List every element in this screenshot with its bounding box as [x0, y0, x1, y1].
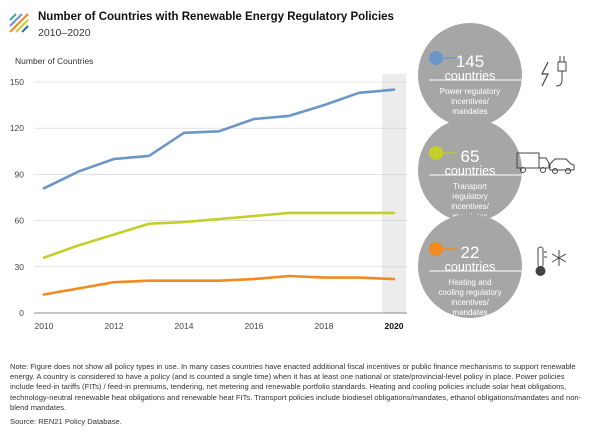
footnote: Note: Figure does not show all policy ty… — [10, 362, 582, 412]
truck-wheel — [520, 167, 526, 173]
thermometer-snowflake-icon — [535, 246, 567, 276]
callout-circle — [418, 118, 522, 222]
callout-unit: countries — [445, 164, 496, 178]
series-line-transport — [42, 211, 396, 259]
callout-label: Transport — [453, 182, 488, 191]
thermometer-tube — [537, 246, 544, 268]
y-tick-label: 150 — [10, 77, 24, 87]
truck-car-icon — [516, 152, 575, 174]
truck-wheel — [540, 167, 546, 173]
y-tick-label: 0 — [19, 308, 24, 318]
callout-label: mandates — [452, 107, 487, 116]
chart-title: Number of Countries with Renewable Energ… — [38, 11, 394, 23]
source-note: Source: REN21 Policy Database. — [10, 417, 122, 426]
highlight-band — [382, 74, 406, 313]
x-tick-label: 2014 — [175, 321, 194, 331]
x-tick-label: 2010 — [35, 321, 54, 331]
car-body — [549, 158, 575, 171]
plug-cord — [555, 71, 563, 87]
callout-label: cooling regulatory — [438, 288, 501, 297]
x-tick-label: 2018 — [315, 321, 334, 331]
y-tick-label: 90 — [15, 169, 25, 179]
car-wheel — [552, 168, 558, 174]
callout-label: Power regulatory — [440, 87, 500, 96]
callout-dot — [429, 51, 443, 65]
y-tick-label: 120 — [10, 123, 24, 133]
callout-value: 65 — [461, 147, 480, 166]
truck-cab — [539, 157, 550, 169]
callout-circle — [418, 23, 522, 127]
plug-lightning-icon — [541, 56, 567, 87]
ren21-logo-icon — [9, 13, 29, 33]
line-chart: 0 30 60 90 120 150 2010 2012 2014 2016 2018 2020 145… — [10, 23, 575, 331]
car-wheel — [565, 168, 571, 174]
callout-value: 22 — [461, 243, 480, 262]
callout-label: Heating and — [448, 278, 491, 287]
y-axis-label: Number of Countries — [15, 56, 94, 66]
series-line-power — [42, 88, 396, 190]
series-line-heating — [42, 274, 396, 296]
lightning-bolt — [541, 61, 549, 87]
x-tick-label: 2020 — [385, 321, 404, 331]
callout-label: incentives/ — [451, 202, 490, 211]
callout-label: mandates — [452, 308, 487, 317]
snowflake-arm — [551, 253, 567, 263]
truck-box — [516, 152, 540, 169]
plug-body — [557, 61, 567, 72]
chart-subtitle: 2010–2020 — [38, 27, 91, 39]
callout-label: incentives/ — [451, 97, 490, 106]
y-tick-label: 60 — [15, 216, 25, 226]
callout-unit: countries — [445, 260, 496, 274]
x-tick-label: 2016 — [245, 321, 264, 331]
callout-circle — [418, 214, 522, 318]
callout-value: 145 — [456, 52, 484, 71]
callout-unit: countries — [445, 69, 496, 83]
thermometer-bulb — [535, 266, 546, 276]
callout-dot — [429, 242, 443, 256]
callout-label: regulatory — [452, 192, 488, 201]
callout-dot — [429, 146, 443, 160]
y-tick-label: 30 — [15, 262, 25, 272]
x-tick-label: 2012 — [105, 321, 124, 331]
callout-label: incentives/ — [451, 298, 490, 307]
